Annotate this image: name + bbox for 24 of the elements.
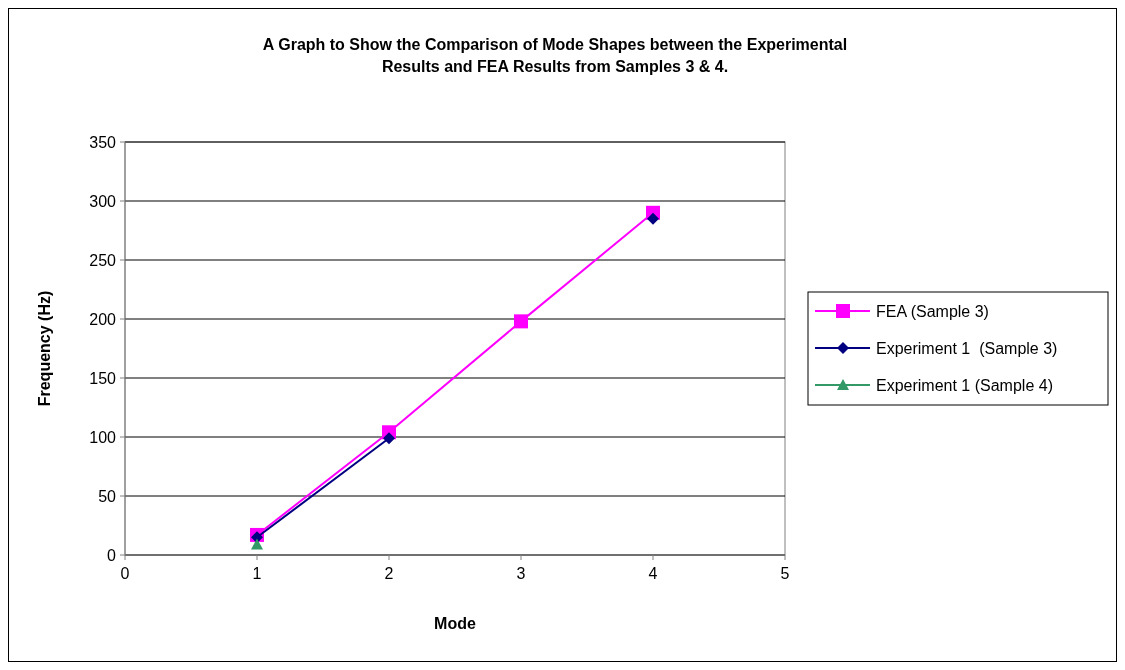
x-tick-label: 1 [252,565,262,582]
y-tick-label: 100 [89,429,117,446]
legend-label: Experiment 1 (Sample 3) [876,340,1058,357]
y-tick-label: 350 [89,134,117,151]
legend-label: FEA (Sample 3) [876,303,989,320]
legend-label: Experiment 1 (Sample 4) [876,377,1053,394]
point [514,314,528,329]
y-tick-label: 250 [89,252,117,269]
x-axis-title: Mode [434,615,476,632]
y-tick-label: 150 [89,370,117,387]
point [647,212,659,225]
x-tick-label: 3 [516,565,526,582]
y-tick-label: 200 [89,311,117,328]
x-tick-label: 2 [384,565,394,582]
x-tick-label: 5 [780,565,790,582]
y-tick-label: 0 [107,547,117,564]
chart-title: A Graph to Show the Comparison of Mode Shapes between the Experimental Results and FEA Results from Samples 3 & 4. [262,36,848,75]
y-tick-label: 300 [89,193,117,210]
x-tick-label: 4 [648,565,658,582]
y-tick-label: 50 [98,488,117,505]
x-tick-label: 0 [120,565,130,582]
y-axis-title: Frequency (Hz) [36,290,53,407]
point [383,432,395,445]
point [251,538,263,550]
